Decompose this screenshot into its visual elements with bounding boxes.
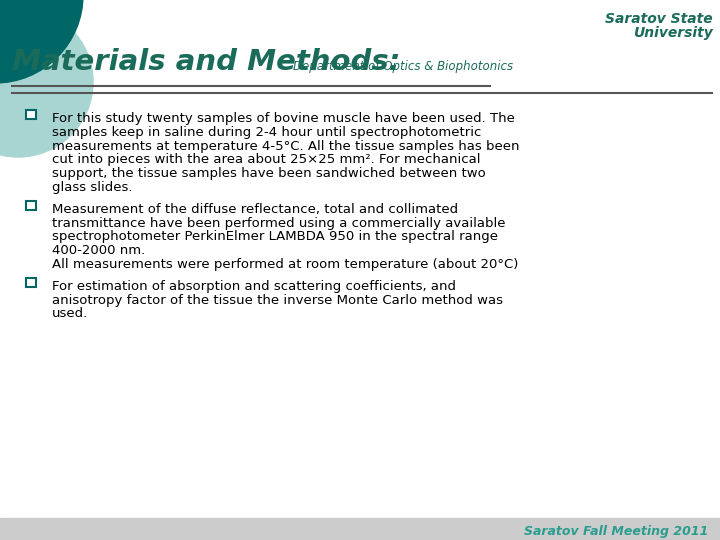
Bar [0,518,720,540]
Text: University: University [634,26,713,40]
Bar [26,278,36,287]
Text: spectrophotometer PerkinElmer LAMBDA 950 in the spectral range: spectrophotometer PerkinElmer LAMBDA 950… [52,231,498,244]
Text: glass slides.: glass slides. [52,181,132,194]
Circle shape [0,7,93,157]
Bar [26,201,36,210]
Text: transmittance have been performed using a commercially available: transmittance have been performed using … [52,217,505,230]
Text: cut into pieces with the area about 25×25 mm². For mechanical: cut into pieces with the area about 25×2… [52,153,480,166]
Text: 400-2000 nm.: 400-2000 nm. [52,244,145,257]
Text: All measurements were performed at room temperature (about 20°C): All measurements were performed at room … [52,258,518,271]
Text: anisotropy factor of the tissue the inverse Monte Carlo method was: anisotropy factor of the tissue the inve… [52,294,503,307]
Bar [26,110,36,119]
Text: For estimation of absorption and scattering coefficients, and: For estimation of absorption and scatter… [52,280,456,293]
Text: Department of Optics & Biophotonics: Department of Optics & Biophotonics [293,60,513,73]
Circle shape [0,0,83,83]
Text: Saratov State: Saratov State [606,12,713,26]
Text: support, the tissue samples have been sandwiched between two: support, the tissue samples have been sa… [52,167,486,180]
Text: measurements at temperature 4-5°C. All the tissue samples has been: measurements at temperature 4-5°C. All t… [52,140,520,153]
Text: Measurement of the diffuse reflectance, total and collimated: Measurement of the diffuse reflectance, … [52,203,458,216]
Text: For this study twenty samples of bovine muscle have been used. The: For this study twenty samples of bovine … [52,112,515,125]
Text: samples keep in saline during 2-4 hour until spectrophotometric: samples keep in saline during 2-4 hour u… [52,126,482,139]
Text: used.: used. [52,307,89,320]
Text: Materials and Methods:: Materials and Methods: [12,48,400,76]
Text: Saratov Fall Meeting 2011: Saratov Fall Meeting 2011 [523,525,708,538]
